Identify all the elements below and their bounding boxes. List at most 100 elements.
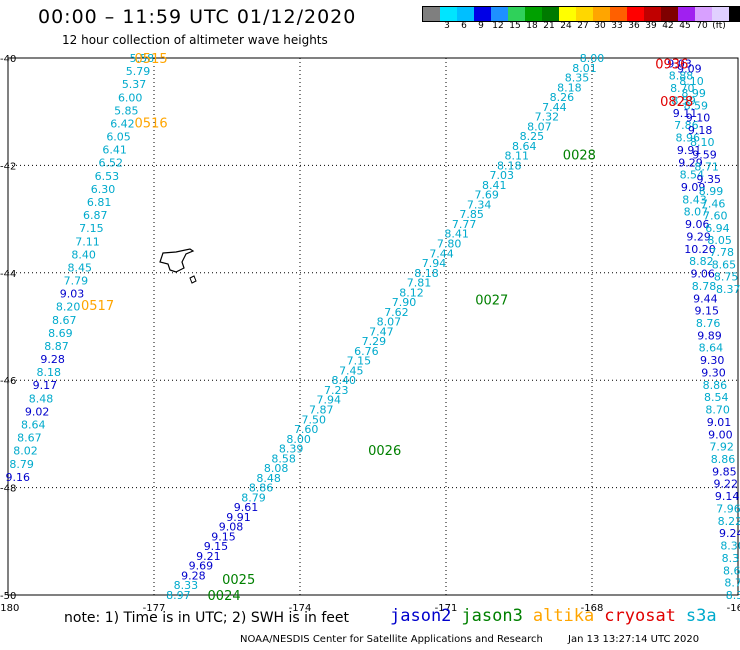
colorbar-label: 6 [461, 21, 467, 31]
cryosat-track-value: 8.96 [675, 132, 700, 145]
cryosat-track-value: 9.30 [701, 366, 726, 379]
altika-track-value: 6.87 [83, 209, 108, 222]
longitude-label: -168 [581, 603, 604, 614]
colorbar-swatch [457, 7, 474, 21]
wave-height-colorbar [422, 6, 740, 22]
colorbar-label: 42 [662, 21, 674, 31]
jason3-track-value: 8.58 [271, 452, 296, 465]
cryosat-track-value: 8.70 [705, 404, 730, 417]
longitude-label: -180 [0, 603, 19, 614]
s3a-track-value: 9.18 [688, 124, 713, 137]
altika-track-value: 8.40 [71, 248, 96, 261]
altika-track-value: 6.30 [91, 183, 116, 196]
legend-jason3: jason3 [461, 606, 523, 626]
colorbar-swatch [627, 7, 644, 21]
s3a-track-value: 7.78 [710, 246, 735, 259]
pass-time-label: 0024 [208, 589, 241, 604]
jason3-track-value: 9.08 [219, 521, 244, 534]
jason3-track-value: 7.69 [474, 189, 499, 202]
jason3-track-value: 8.18 [497, 159, 522, 172]
colorbar-swatch [423, 7, 440, 21]
latitude-label: -44 [0, 269, 16, 280]
altika-track-value: 6.41 [102, 144, 127, 157]
altika-track-value: 7.79 [64, 275, 89, 288]
jason3-track-value: 7.44 [542, 101, 567, 114]
jason3-track-value: 8.00 [580, 52, 605, 65]
altika-track-value: 8.20 [56, 301, 81, 314]
altika-track-value: 7.11 [75, 235, 100, 248]
satellite-legend: jason2 jason3 altika cryosat s3a [390, 606, 727, 626]
altika-track-value: 8.67 [17, 432, 42, 445]
jason3-track-value: 8.41 [482, 179, 507, 192]
cryosat-track-value: 9.15 [695, 305, 720, 318]
cryosat-track-value: 9.24 [719, 527, 740, 540]
colorbar-swatch [508, 7, 525, 21]
footer-timestamp: Jan 13 13:27:14 UTC 2020 [568, 634, 700, 645]
legend-s3a: s3a [685, 606, 717, 626]
s3a-track-value: 8.65 [712, 258, 737, 271]
jason3-track-value: 8.25 [520, 130, 545, 143]
s3a-track-value: 9.09 [677, 63, 702, 76]
jason3-track-value: 7.03 [489, 169, 514, 182]
colorbar-swatch [474, 7, 491, 21]
jason3-track-value: 9.21 [196, 550, 221, 563]
cryosat-track-value: 8.07 [684, 206, 709, 219]
altika-track-value: 9.16 [5, 471, 30, 484]
altika-track-value: 8.79 [9, 458, 34, 471]
s3a-track-value: 8.10 [690, 136, 715, 149]
altika-track-value: 7.15 [79, 222, 104, 235]
jason3-track-value: 8.79 [241, 491, 266, 504]
cryosat-track-value: 8.35 [722, 552, 740, 565]
jason3-track-value: 8.48 [256, 472, 281, 485]
altika-track-value: 5.37 [122, 78, 147, 91]
cryosat-track-value: 8.86 [703, 379, 728, 392]
s3a-track-value: 8.99 [699, 185, 724, 198]
colorbar-label: 9 [478, 21, 484, 31]
altika-track-value: 5.85 [114, 104, 139, 117]
jason3-track-value: 8.86 [249, 482, 274, 495]
legend-altika: altika [532, 606, 595, 626]
jason3-track-value: 7.85 [459, 208, 484, 221]
colorbar-swatch [491, 7, 508, 21]
colorbar-label: 30 [594, 21, 606, 31]
jason3-track-value: 8.64 [512, 140, 537, 153]
chatham-island-shape [159, 248, 195, 273]
cryosat-track-value: 8.86 [711, 453, 736, 466]
latitude-label: -42 [0, 161, 16, 172]
s3a-track-value: 8.37 [716, 283, 740, 296]
jason3-track-value: 8.39 [279, 443, 304, 456]
cryosat-track-value: 10.20 [684, 243, 716, 256]
chart-subtitle: 12 hour collection of altimeter wave hei… [62, 33, 328, 47]
longitude-label: -174 [289, 603, 312, 614]
jason3-track-value: 8.18 [557, 81, 582, 94]
cryosat-track-value: 8.76 [696, 317, 721, 330]
jason3-track-value: 7.60 [294, 423, 319, 436]
altika-track-value: 6.42 [110, 117, 135, 130]
cryosat-track-value: 9.06 [690, 268, 715, 281]
altika-track-value: 6.05 [106, 131, 131, 144]
colorbar-label: 36 [628, 21, 640, 31]
footer: NOAA/NESDIS Center for Satellite Applica… [240, 634, 699, 645]
cryosat-track-value: 8.66 [723, 564, 740, 577]
colorbar-label: 39 [645, 21, 657, 31]
note-text: note: 1) Time is in UTC; 2) SWH is in fe… [64, 610, 350, 626]
latitude-label: -48 [0, 484, 16, 495]
colorbar-label: (ft) [712, 21, 726, 31]
jason3-track-value: 6.76 [354, 345, 379, 358]
s3a-track-value: 8.75 [714, 271, 739, 284]
cryosat-track-value: 8.72 [724, 577, 740, 590]
longitude-label: -165 [727, 603, 740, 614]
colorbar-swatch [576, 7, 593, 21]
altika-track-value: 6.00 [118, 91, 143, 104]
cryosat-track-value: 9.30 [700, 354, 725, 367]
longitude-label: -171 [435, 603, 458, 614]
jason3-track-value: 9.15 [204, 540, 229, 553]
colorbar-swatch [559, 7, 576, 21]
jason3-track-value: 9.69 [189, 560, 214, 573]
jason3-track-value: 9.61 [234, 501, 259, 514]
s3a-track-value: 9.10 [686, 112, 711, 125]
cryosat-track-value: 8.70 [670, 82, 695, 95]
jason3-track-value: 7.32 [535, 111, 560, 124]
jason3-track-value: 7.44 [429, 247, 454, 260]
